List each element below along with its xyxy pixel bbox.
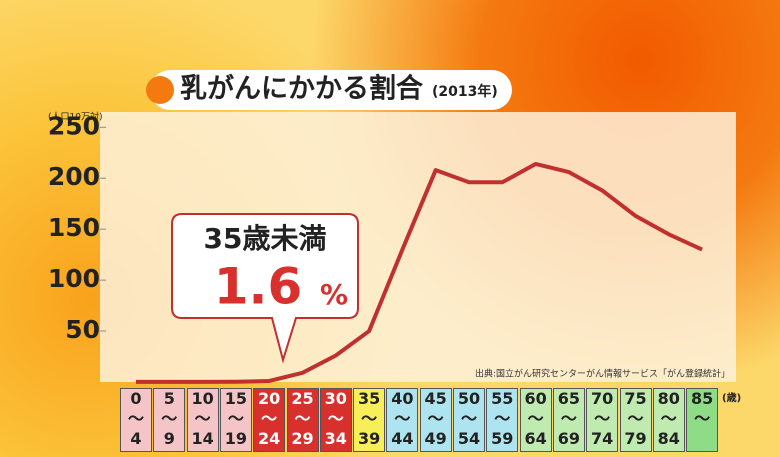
- y-tick-label: 250: [48, 111, 100, 140]
- source: 出典:国立がん研究センターがん情報サービス「がん登録統計」: [475, 368, 730, 380]
- y-tick-label: 100: [48, 264, 100, 293]
- callout-title: 35歳未満: [204, 222, 327, 255]
- chart-title: 乳がんにかかる割合: [180, 73, 423, 105]
- title-pill: [150, 70, 512, 110]
- y-tick-label: 50: [65, 315, 100, 344]
- x-tick-label: 0 〜 4: [120, 388, 152, 452]
- x-tick-label: 75 〜 79: [619, 388, 652, 452]
- x-tick-label: 65 〜 69: [552, 388, 585, 452]
- x-tick-label: 60 〜 64: [519, 388, 552, 452]
- callout-unit: %: [320, 278, 348, 311]
- x-tick-label: 25 〜 29: [286, 388, 319, 452]
- x-tick-label: 50 〜 54: [453, 388, 485, 452]
- x-axis-label: (歳): [722, 391, 741, 404]
- x-tick-label: 85 〜: [686, 388, 719, 452]
- x-tick-label: 15 〜 19: [219, 388, 252, 452]
- x-tick-label: 10 〜 14: [186, 388, 219, 452]
- callout-value: 1.6: [214, 258, 303, 316]
- callout: [171, 213, 359, 364]
- x-tick-label: 70 〜 74: [586, 388, 619, 452]
- x-tick-label: 20 〜 24: [253, 388, 286, 452]
- x-tick-label: 80 〜 84: [652, 388, 685, 452]
- chart-subtitle: (2013年): [432, 83, 498, 100]
- x-tick-label: 55 〜 59: [486, 388, 519, 452]
- x-tick-label: 40 〜 44: [386, 388, 419, 452]
- title-icon: [146, 76, 174, 104]
- x-tick-label: 45 〜 49: [419, 388, 452, 452]
- y-axis-label: (人口10万対): [48, 111, 102, 123]
- x-tick-label: 35 〜 39: [353, 388, 386, 452]
- x-tick-label: 5 〜 9: [153, 388, 186, 452]
- y-tick-label: 150: [48, 213, 100, 242]
- x-tick-label: 30 〜 34: [319, 388, 352, 452]
- y-tick-label: 200: [48, 162, 100, 191]
- data-line: [136, 161, 703, 384]
